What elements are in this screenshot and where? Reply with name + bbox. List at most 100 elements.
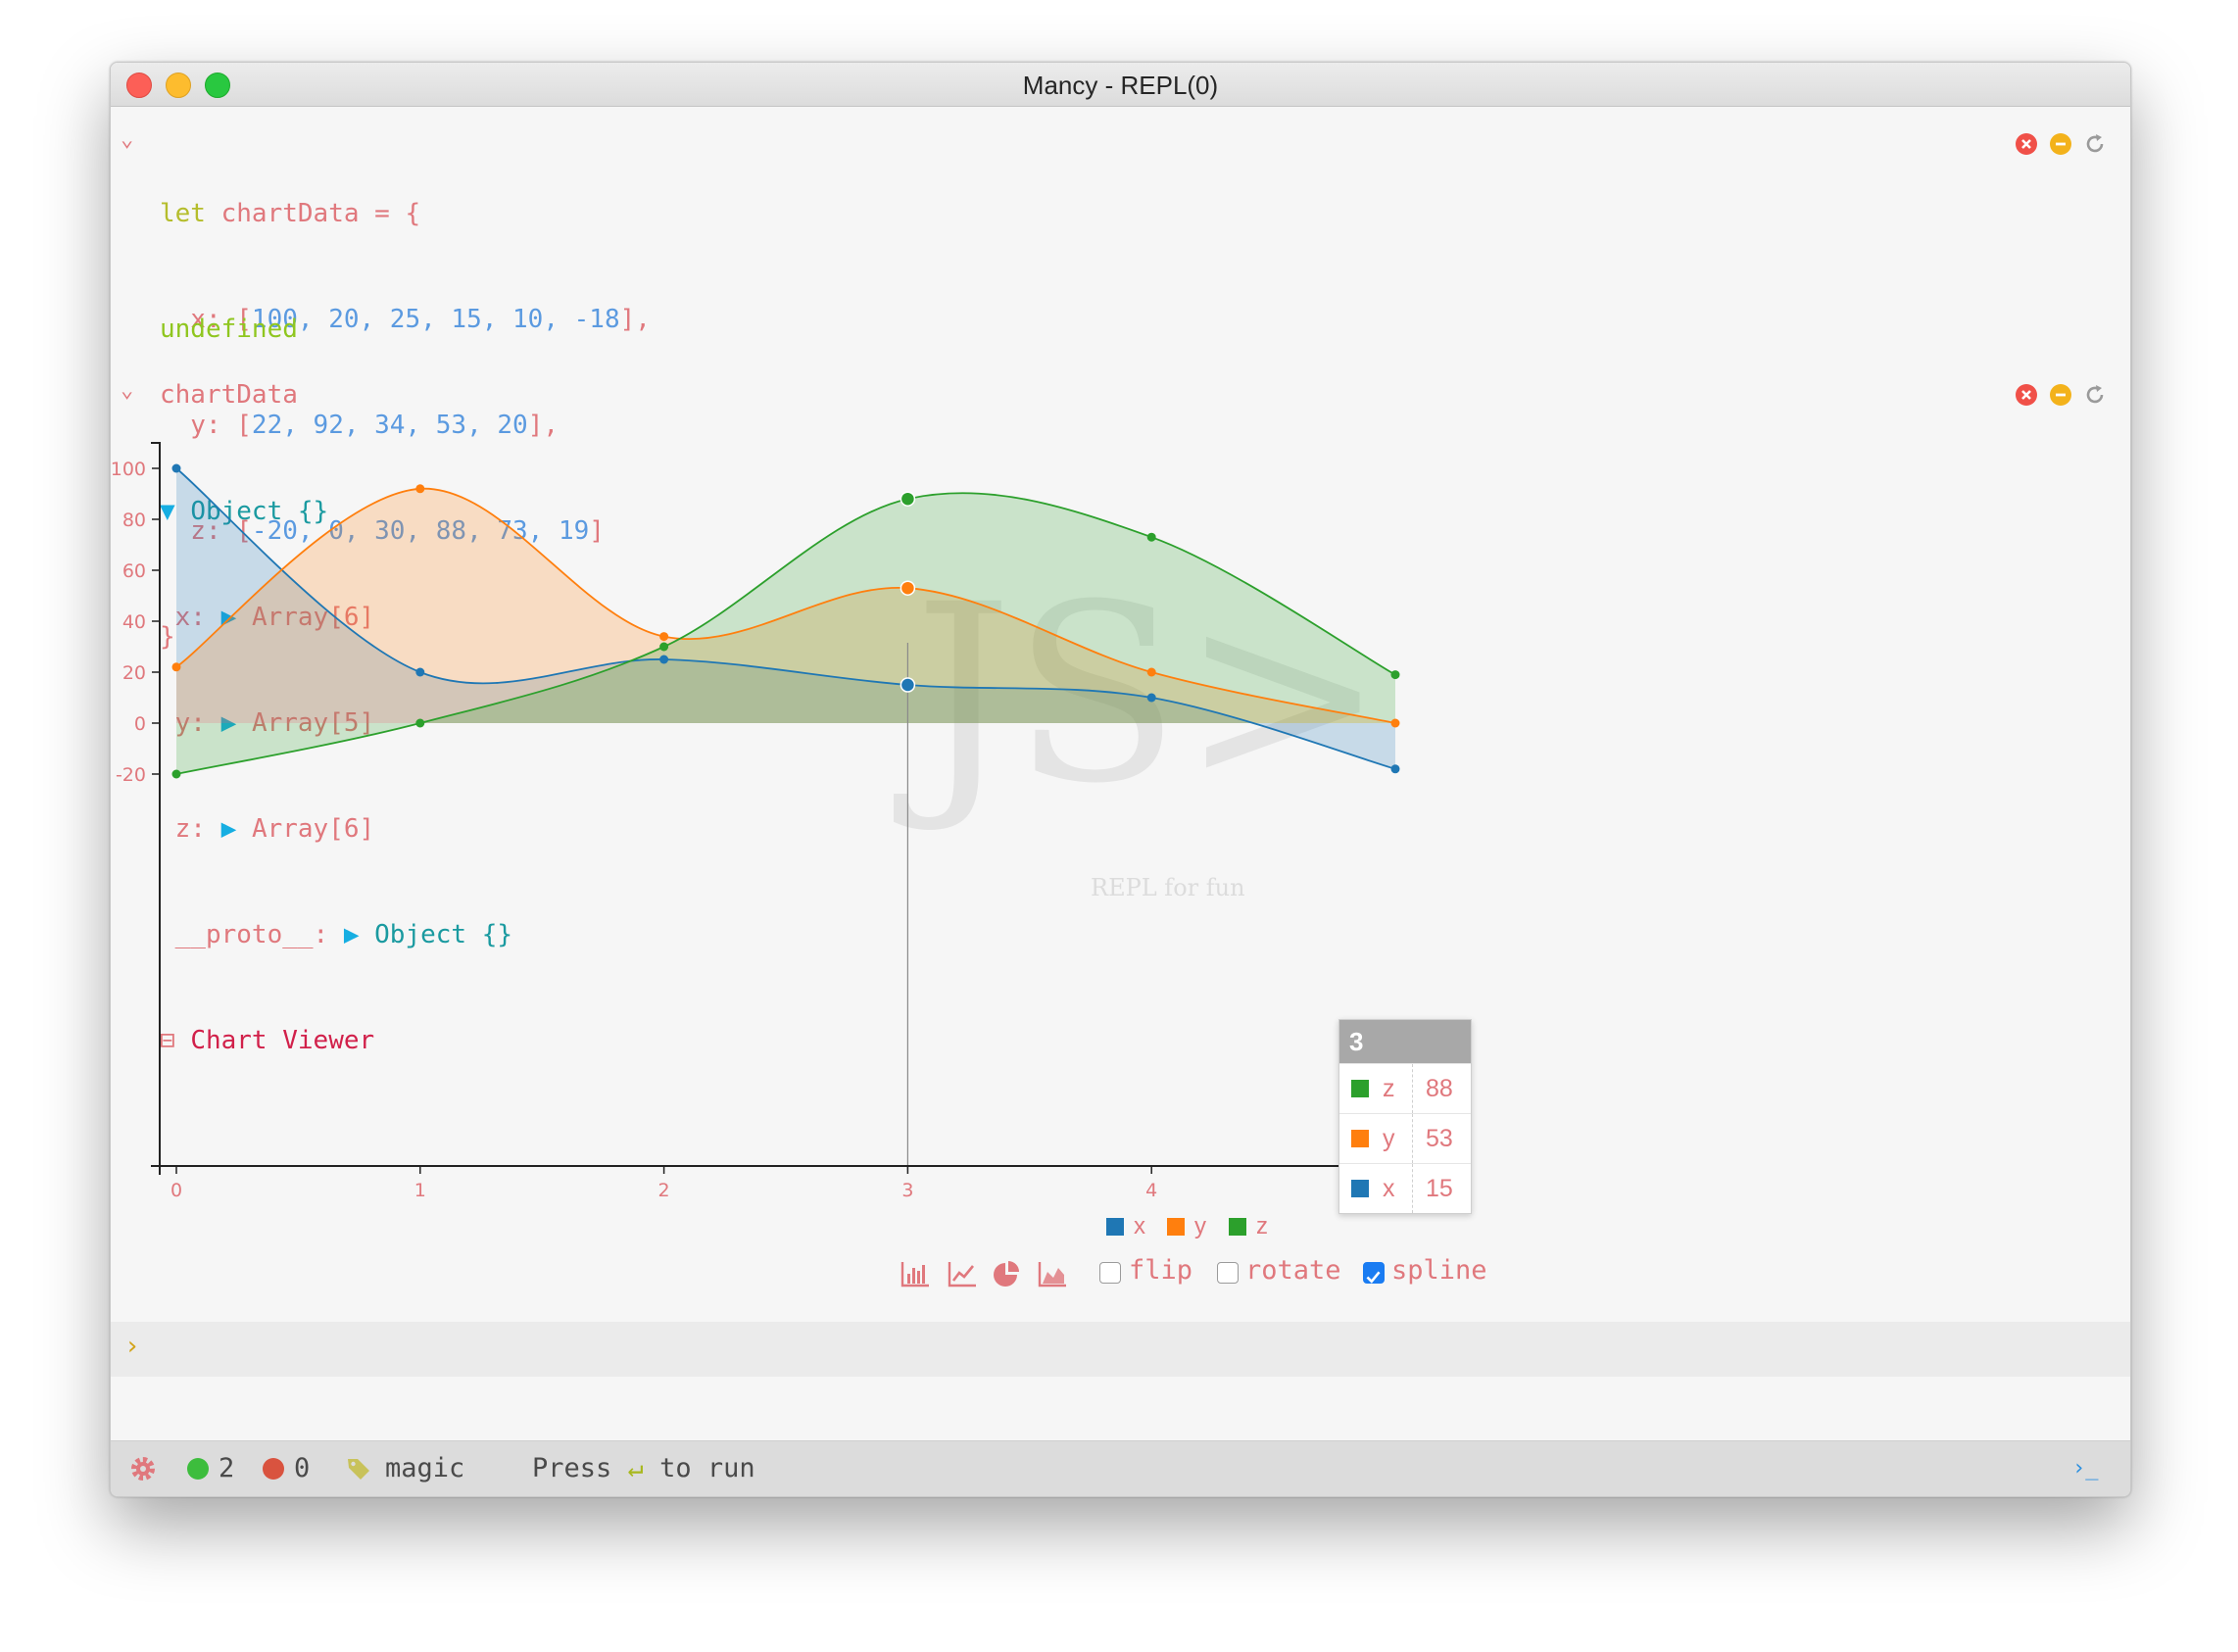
point-z-0 <box>171 769 181 779</box>
line-series-y <box>175 487 1396 724</box>
point-y-0 <box>171 662 181 672</box>
x-tick-label: 4 <box>1145 1180 1157 1201</box>
repl-prompt-input[interactable]: › <box>111 1322 2130 1377</box>
object-prop-x[interactable]: x: ▶ Array[6] <box>174 603 375 632</box>
flip-label[interactable]: flip <box>1129 1255 1193 1286</box>
collapse-cell-2-icon[interactable]: ⌄ <box>121 378 134 403</box>
collapse-cell-1-button-icon[interactable] <box>2048 131 2073 157</box>
point-x-1 <box>415 667 425 677</box>
collapsed-triangle-icon[interactable]: ▶ <box>220 603 252 632</box>
bar-chart-icon[interactable] <box>900 1259 931 1288</box>
code-line: z: [-20, 0, 30, 88, 73, 19] <box>160 516 605 546</box>
cell-1-input[interactable]: let chartData = { x: [100, 20, 25, 15, 1… <box>160 125 651 725</box>
maximize-window-button[interactable] <box>205 73 230 98</box>
enter-key-icon: ↵ <box>627 1453 644 1483</box>
flip-checkbox[interactable] <box>1099 1262 1121 1284</box>
error-count[interactable]: 0 <box>294 1453 311 1483</box>
object-proto[interactable]: __proto__: ▶ Object {} <box>174 920 513 949</box>
area-series-y <box>176 488 1395 723</box>
prompt-caret-icon: › <box>124 1332 140 1361</box>
tooltip-swatch <box>1351 1180 1369 1197</box>
tooltip-row-z: z 88 <box>1339 1063 1471 1113</box>
area-series-z <box>176 493 1395 774</box>
point-z-4 <box>1146 532 1156 542</box>
tooltip-row-x: x 15 <box>1339 1163 1471 1213</box>
status-bar: 2 0 magic Press ↵ to run ›_ <box>111 1440 2130 1496</box>
x-tick-label: 0 <box>170 1180 182 1201</box>
collapse-cell-2-button-icon[interactable] <box>2048 382 2073 408</box>
point-y-1 <box>415 484 425 494</box>
line-chart-icon[interactable] <box>947 1259 978 1288</box>
refresh-cell-2-icon[interactable] <box>2082 382 2108 408</box>
success-count[interactable]: 2 <box>219 1453 235 1483</box>
delete-cell-2-icon[interactable] <box>2014 382 2039 408</box>
tooltip-row-y: y 53 <box>1339 1113 1471 1163</box>
code-line: let chartData = { <box>160 199 421 228</box>
y-tick-label: 60 <box>122 560 146 582</box>
tag-icon <box>348 1459 369 1480</box>
point-z-5 <box>1390 670 1400 680</box>
y-tick-label: 20 <box>122 662 146 684</box>
y-tick-label: -20 <box>116 764 146 786</box>
object-prop-y[interactable]: y: ▶ Array[5] <box>174 708 375 738</box>
legend-item-z[interactable]: z <box>1229 1213 1268 1240</box>
tooltip-swatch <box>1351 1130 1369 1147</box>
pie-chart-icon[interactable] <box>992 1259 1023 1288</box>
refresh-cell-1-icon[interactable] <box>2082 131 2108 157</box>
spline-checkbox[interactable] <box>1363 1262 1385 1284</box>
point-z-2 <box>659 642 669 652</box>
point-x-4 <box>1146 693 1156 703</box>
chart-viewer-toggle[interactable]: ⊟ Chart Viewer <box>160 1026 375 1055</box>
minimize-window-button[interactable] <box>166 73 191 98</box>
chart-tooltip: 3 z 88 y 53 x 15 <box>1338 1019 1472 1214</box>
rotate-label[interactable]: rotate <box>1245 1255 1341 1286</box>
object-prop-z[interactable]: z: ▶ Array[6] <box>174 814 375 844</box>
y-tick-label: 0 <box>134 713 146 735</box>
line-series-x <box>175 467 1396 770</box>
error-count-icon <box>263 1458 284 1480</box>
tooltip-series-value: 53 <box>1426 1125 1453 1152</box>
legend-item-x[interactable]: x <box>1106 1213 1145 1240</box>
tooltip-series-name: x <box>1383 1175 1395 1202</box>
mode-label[interactable]: magic <box>385 1453 465 1483</box>
code-line: y: [22, 92, 34, 53, 20], <box>160 411 559 440</box>
point-z-3 <box>900 491 916 507</box>
run-hint: Press ↵ to run <box>532 1453 755 1483</box>
x-tick-label: 1 <box>414 1180 426 1201</box>
expanded-triangle-icon[interactable]: ▼ <box>160 497 191 526</box>
point-x-0 <box>171 463 181 473</box>
object-root[interactable]: ▼ Object {} <box>160 497 329 526</box>
legend-item-y[interactable]: y <box>1167 1213 1206 1240</box>
point-y-5 <box>1390 718 1400 728</box>
tooltip-title: 3 <box>1339 1020 1471 1063</box>
success-count-icon <box>187 1458 209 1480</box>
x-tick-label: 3 <box>901 1180 913 1201</box>
cell-1-output: undefined <box>160 315 298 344</box>
console-icon[interactable]: ›_ <box>2072 1456 2099 1481</box>
y-axis <box>151 442 161 1167</box>
object-tree: ▼ Object {} x: ▶ Array[6] y: ▶ Array[5] … <box>160 423 512 1129</box>
spline-label[interactable]: spline <box>1391 1255 1487 1286</box>
point-y-2 <box>659 632 669 642</box>
delete-cell-1-icon[interactable] <box>2014 131 2039 157</box>
collapsed-triangle-icon[interactable]: ▶ <box>220 814 252 844</box>
point-x-5 <box>1390 764 1400 774</box>
area-series-x <box>176 468 1395 769</box>
collapse-box-icon[interactable]: ⊟ <box>160 1026 191 1055</box>
tooltip-series-value: 88 <box>1426 1075 1453 1102</box>
collapsed-triangle-icon[interactable]: ▶ <box>220 708 252 738</box>
legend-swatch <box>1106 1218 1124 1236</box>
rotate-checkbox[interactable] <box>1217 1262 1239 1284</box>
repl-window: Mancy - REPL(0) JS> REPL for fun ⌄ let c… <box>110 62 2131 1497</box>
collapsed-triangle-icon[interactable]: ▶ <box>343 920 375 949</box>
code-line: x: [100, 20, 25, 15, 10, -18], <box>160 305 651 334</box>
close-window-button[interactable] <box>126 73 152 98</box>
collapse-cell-1-icon[interactable]: ⌄ <box>121 127 134 152</box>
tooltip-swatch <box>1351 1080 1369 1097</box>
legend-swatch <box>1167 1218 1185 1236</box>
point-x-3 <box>900 677 916 693</box>
settings-gear-icon[interactable] <box>128 1454 158 1483</box>
area-chart-icon[interactable] <box>1037 1259 1068 1288</box>
cell-2-input[interactable]: chartData <box>160 380 298 410</box>
y-tick-label: 40 <box>122 611 146 633</box>
